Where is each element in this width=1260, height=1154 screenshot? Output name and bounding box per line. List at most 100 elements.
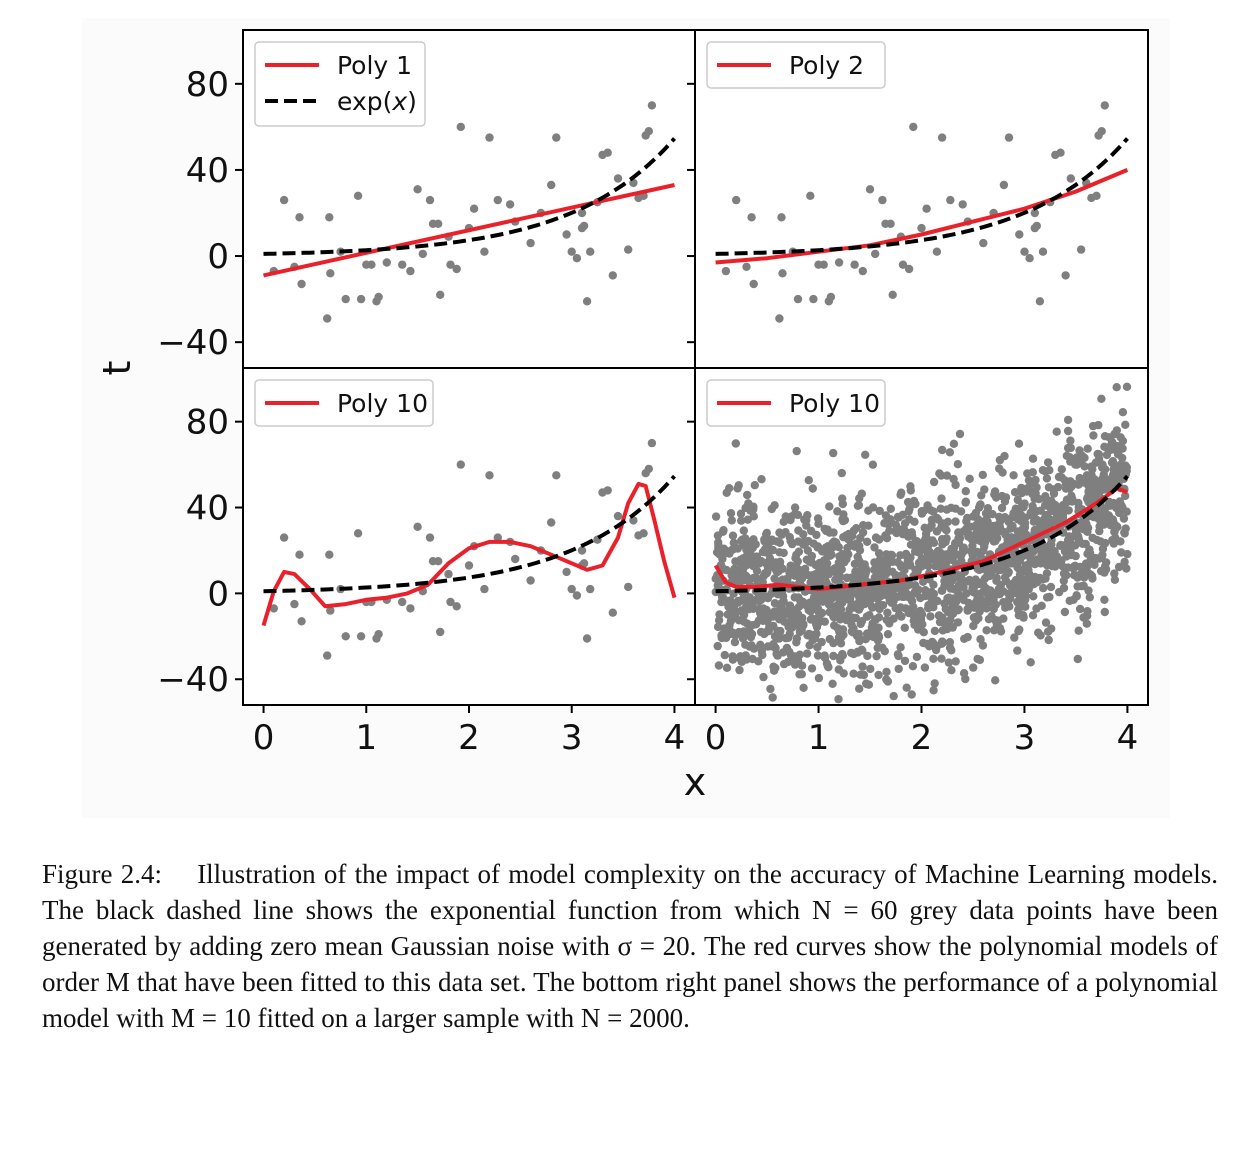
data-point xyxy=(770,714,778,722)
data-point xyxy=(1110,575,1120,584)
data-point xyxy=(945,643,955,652)
data-point xyxy=(382,258,391,267)
data-point xyxy=(562,230,571,239)
data-point xyxy=(1063,426,1073,436)
data-point xyxy=(731,439,740,448)
data-point xyxy=(785,568,794,577)
legend-label: Poly 10 xyxy=(789,389,880,418)
data-point xyxy=(806,557,816,566)
data-point xyxy=(872,628,881,637)
data-point xyxy=(1074,502,1084,512)
data-point xyxy=(1050,557,1060,566)
data-point xyxy=(1044,502,1054,511)
data-point xyxy=(896,551,905,560)
data-point xyxy=(1043,627,1053,636)
data-point xyxy=(1100,595,1109,604)
data-point xyxy=(857,489,866,498)
data-point xyxy=(938,445,947,455)
data-point xyxy=(854,629,863,639)
data-point xyxy=(577,546,587,555)
data-point xyxy=(985,739,993,747)
data-point xyxy=(918,577,928,586)
data-point xyxy=(979,581,988,591)
data-point xyxy=(837,593,846,602)
x-tick-label: 1 xyxy=(808,718,830,758)
data-point xyxy=(735,665,744,675)
data-point xyxy=(819,557,828,567)
data-point xyxy=(778,592,788,601)
data-point xyxy=(894,664,903,674)
data-point xyxy=(995,624,1005,633)
data-point xyxy=(897,488,906,497)
data-point xyxy=(1039,583,1048,593)
data-point xyxy=(1041,495,1051,504)
data-point xyxy=(1110,520,1120,530)
data-point xyxy=(912,652,922,662)
data-point xyxy=(909,602,918,611)
data-point xyxy=(603,486,612,495)
data-point xyxy=(871,533,881,542)
data-point xyxy=(898,260,908,269)
data-point xyxy=(767,504,776,514)
data-point xyxy=(904,264,914,274)
data-point xyxy=(793,294,803,304)
data-point xyxy=(959,543,968,552)
data-point xyxy=(888,290,897,299)
data-point xyxy=(965,474,974,483)
x-tick-label: 3 xyxy=(561,718,583,758)
data-point xyxy=(1038,575,1047,584)
data-point xyxy=(1014,605,1023,614)
data-point xyxy=(863,651,872,661)
data-point xyxy=(949,439,959,448)
data-point xyxy=(881,511,891,520)
data-point xyxy=(1062,552,1071,561)
data-point xyxy=(821,575,830,584)
data-point xyxy=(579,559,589,568)
data-point xyxy=(982,519,991,528)
data-point xyxy=(1114,562,1124,572)
data-point xyxy=(903,560,912,569)
data-point xyxy=(1094,450,1104,459)
data-point xyxy=(326,606,335,615)
data-point xyxy=(775,314,784,323)
data-point xyxy=(741,640,750,649)
data-point xyxy=(834,695,843,704)
data-point xyxy=(828,679,837,688)
data-point xyxy=(647,101,657,110)
data-point xyxy=(975,501,985,510)
data-point xyxy=(1089,512,1099,522)
data-point xyxy=(834,665,843,674)
data-point xyxy=(807,526,816,536)
data-point xyxy=(868,503,878,512)
data-point xyxy=(1118,436,1128,446)
data-point xyxy=(434,219,443,228)
data-point xyxy=(930,679,939,688)
data-point xyxy=(808,484,817,493)
data-point xyxy=(844,529,853,539)
data-point xyxy=(1028,611,1038,620)
data-point xyxy=(794,602,804,611)
data-point xyxy=(1122,382,1132,391)
data-point xyxy=(1015,230,1024,239)
data-point xyxy=(999,587,1008,596)
data-point xyxy=(325,550,334,559)
data-point xyxy=(603,148,612,157)
data-point xyxy=(866,664,875,674)
data-point xyxy=(942,471,952,480)
data-point xyxy=(849,649,858,659)
data-point xyxy=(758,547,768,557)
data-point xyxy=(279,533,289,542)
data-point xyxy=(721,597,730,607)
data-point xyxy=(883,630,893,639)
data-point xyxy=(1100,568,1109,577)
data-point xyxy=(919,628,928,637)
data-point xyxy=(297,279,306,289)
data-point xyxy=(715,610,724,619)
data-point xyxy=(825,551,835,560)
data-point xyxy=(978,641,988,650)
data-point xyxy=(932,247,942,256)
data-point xyxy=(961,497,971,506)
data-point xyxy=(904,507,913,516)
data-point xyxy=(1083,607,1092,616)
data-point xyxy=(749,505,758,514)
